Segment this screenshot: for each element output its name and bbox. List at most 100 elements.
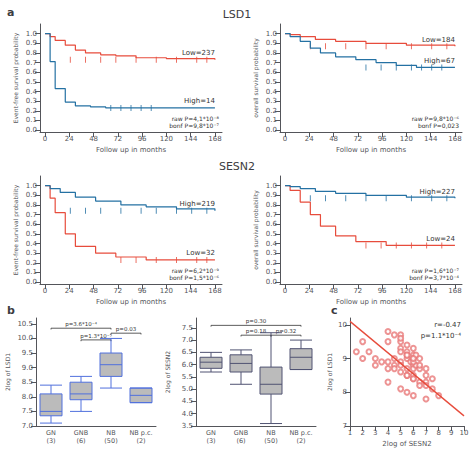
svg-text:7.5: 7.5 (22, 407, 33, 415)
svg-text:Low=24: Low=24 (426, 235, 455, 243)
svg-text:(3): (3) (206, 437, 215, 445)
svg-text:0.0: 0.0 (26, 278, 37, 286)
svg-text:Follow up in months: Follow up in months (96, 298, 167, 306)
svg-text:168: 168 (448, 287, 461, 295)
svg-text:High=67: High=67 (424, 57, 455, 65)
svg-text:1.0: 1.0 (26, 182, 37, 190)
svg-text:c: c (331, 304, 338, 317)
svg-text:4.5: 4.5 (182, 397, 193, 405)
svg-text:bonf P=0,023: bonf P=0,023 (418, 122, 459, 129)
svg-text:0: 0 (43, 135, 47, 143)
svg-text:Follow up in months: Follow up in months (96, 146, 167, 154)
svg-text:bonf P=3,7*10⁻⁴: bonf P=3,7*10⁻⁴ (409, 274, 459, 281)
svg-text:8.5: 8.5 (22, 378, 33, 386)
svg-text:GN: GN (206, 429, 216, 437)
svg-text:High=14: High=14 (184, 97, 215, 105)
svg-text:2log of LSD1: 2log of LSD1 (4, 353, 12, 391)
svg-text:4: 4 (386, 429, 391, 437)
svg-text:0.9: 0.9 (26, 39, 37, 47)
svg-text:0: 0 (43, 287, 47, 295)
svg-text:0.1: 0.1 (26, 268, 37, 276)
svg-text:SESN2: SESN2 (219, 160, 255, 173)
svg-text:7: 7 (424, 429, 428, 437)
svg-text:5.0: 5.0 (182, 385, 193, 393)
svg-text:0.6: 0.6 (26, 68, 38, 76)
svg-text:48: 48 (89, 287, 98, 295)
svg-text:Low=32: Low=32 (186, 249, 215, 257)
svg-text:High=227: High=227 (420, 188, 455, 196)
svg-text:10.5: 10.5 (17, 320, 33, 328)
svg-text:120: 120 (160, 135, 173, 143)
svg-text:144: 144 (424, 135, 438, 143)
svg-text:10: 10 (460, 429, 469, 437)
svg-text:overall survival probability: overall survival probability (252, 38, 260, 118)
svg-text:24: 24 (305, 287, 314, 295)
svg-text:0.5: 0.5 (26, 230, 37, 238)
svg-text:0.1: 0.1 (266, 268, 277, 276)
svg-text:p=3.6*10⁻⁴: p=3.6*10⁻⁴ (65, 321, 97, 328)
svg-text:0.2: 0.2 (266, 107, 277, 115)
svg-text:24: 24 (305, 135, 314, 143)
svg-text:p=0.32: p=0.32 (276, 328, 296, 335)
svg-text:(3): (3) (46, 437, 55, 445)
svg-text:144: 144 (184, 135, 198, 143)
svg-text:2: 2 (360, 429, 364, 437)
svg-text:168: 168 (448, 135, 461, 143)
svg-text:144: 144 (184, 287, 198, 295)
svg-text:48: 48 (329, 135, 338, 143)
svg-text:Follow up in months: Follow up in months (336, 146, 407, 154)
svg-text:0.4: 0.4 (266, 88, 278, 96)
svg-text:5: 5 (398, 429, 402, 437)
svg-text:6.5: 6.5 (182, 348, 193, 356)
svg-text:48: 48 (329, 287, 338, 295)
svg-text:72: 72 (353, 135, 362, 143)
svg-text:120: 120 (160, 287, 173, 295)
svg-text:NB p.c.: NB p.c. (129, 429, 152, 437)
svg-text:9: 9 (343, 355, 347, 363)
svg-text:24: 24 (65, 287, 74, 295)
svg-text:9: 9 (449, 429, 453, 437)
svg-text:0.0: 0.0 (266, 126, 277, 134)
svg-text:GNB: GNB (74, 429, 88, 437)
svg-text:0.8: 0.8 (266, 49, 277, 57)
svg-text:0.5: 0.5 (26, 78, 37, 86)
svg-text:0.3: 0.3 (26, 249, 37, 257)
svg-text:1.0: 1.0 (266, 30, 277, 38)
svg-text:Follow up in months: Follow up in months (336, 298, 407, 306)
svg-text:7.0: 7.0 (22, 422, 33, 430)
svg-text:0.7: 0.7 (26, 211, 37, 219)
svg-text:Event-free survival probabilit: Event-free survival probability (12, 184, 20, 275)
svg-text:p=1.1*10⁻⁴: p=1.1*10⁻⁴ (421, 332, 462, 340)
svg-text:0.6: 0.6 (266, 220, 278, 228)
svg-text:120: 120 (400, 287, 413, 295)
svg-text:p=0.30: p=0.30 (246, 318, 267, 325)
svg-text:0.4: 0.4 (26, 88, 38, 96)
svg-text:0: 0 (283, 287, 287, 295)
svg-text:(50): (50) (264, 437, 277, 445)
svg-text:2log of SESN2: 2log of SESN2 (382, 440, 431, 448)
svg-text:8: 8 (343, 388, 347, 396)
svg-text:GN: GN (46, 429, 56, 437)
svg-text:9.5: 9.5 (22, 349, 33, 357)
svg-text:NB p.c.: NB p.c. (289, 429, 312, 437)
svg-text:3: 3 (373, 429, 377, 437)
svg-text:raw P=4,1*10⁻⁸: raw P=4,1*10⁻⁸ (172, 115, 220, 122)
svg-text:10.0: 10.0 (17, 334, 33, 342)
svg-text:bonf P=1,5*10⁻⁶: bonf P=1,5*10⁻⁶ (169, 274, 219, 281)
svg-text:0.1: 0.1 (266, 116, 277, 124)
svg-text:0.2: 0.2 (26, 107, 37, 115)
svg-text:Event-free survival probabilit: Event-free survival probability (12, 32, 20, 123)
svg-text:144: 144 (424, 287, 438, 295)
svg-text:1.0: 1.0 (26, 30, 37, 38)
svg-text:bonf P=9,8*10⁻⁷: bonf P=9,8*10⁻⁷ (169, 122, 219, 129)
svg-text:NB: NB (266, 429, 275, 437)
svg-text:1: 1 (348, 429, 352, 437)
svg-text:96: 96 (138, 287, 147, 295)
svg-text:0.9: 0.9 (266, 39, 277, 47)
svg-text:48: 48 (89, 135, 98, 143)
svg-text:0: 0 (283, 135, 287, 143)
svg-text:Low=184: Low=184 (422, 36, 456, 44)
svg-text:6.0: 6.0 (182, 361, 193, 369)
svg-text:0.9: 0.9 (266, 191, 277, 199)
svg-text:96: 96 (378, 287, 387, 295)
